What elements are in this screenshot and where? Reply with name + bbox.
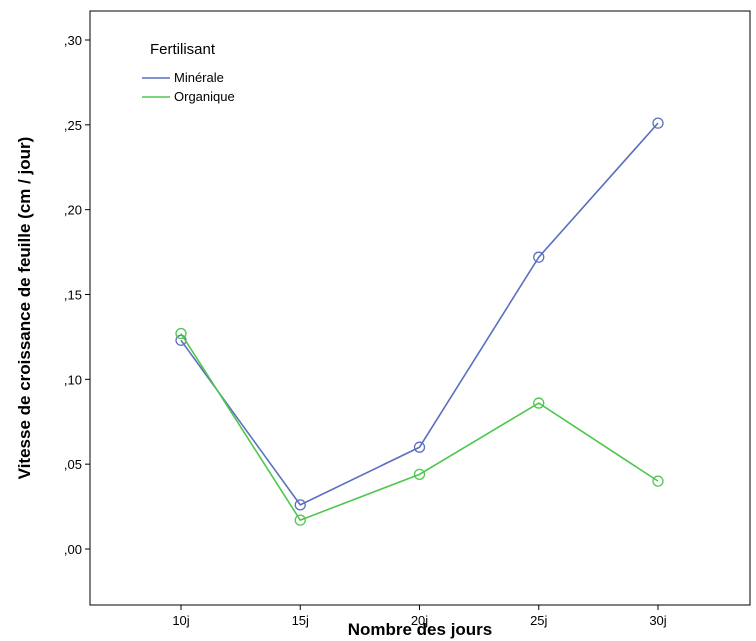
x-axis-title: Nombre des jours	[348, 620, 493, 639]
x-tick-label: 25j	[530, 613, 547, 628]
series-line-minerale	[180, 122, 659, 506]
data-point-organique	[533, 397, 545, 409]
series-layer	[175, 117, 664, 526]
x-tick-label: 20j	[411, 613, 428, 628]
y-tick-label: ,05	[64, 457, 82, 472]
x-tick-label: 30j	[649, 613, 666, 628]
data-point-minerale	[652, 117, 664, 129]
data-point-minerale	[294, 499, 306, 511]
y-tick-label: ,10	[64, 372, 82, 387]
legend-title: Fertilisant	[150, 41, 216, 58]
data-point-organique	[175, 327, 187, 340]
y-tick-label: ,15	[64, 288, 82, 303]
data-point-organique	[413, 468, 426, 480]
y-tick-label: ,20	[64, 203, 82, 218]
data-point-organique	[652, 475, 664, 487]
data-point-organique	[294, 514, 306, 526]
y-tick-label: ,25	[64, 118, 82, 133]
legend: Fertilisant Minérale Organique	[142, 41, 235, 104]
series-line-organique	[180, 333, 659, 522]
y-tick-label: ,00	[64, 542, 82, 557]
x-axis: 10j 15j 20j 25j 30j	[172, 605, 667, 628]
y-tick-label: ,30	[64, 33, 82, 48]
x-tick-label: 10j	[172, 613, 189, 628]
data-point-minerale	[413, 441, 426, 453]
y-axis-title: Vitesse de croissance de feuille (cm / j…	[15, 137, 34, 480]
legend-label-minerale: Minérale	[174, 70, 224, 85]
data-point-minerale	[533, 251, 545, 263]
x-tick-label: 15j	[292, 613, 309, 628]
legend-label-organique: Organique	[174, 89, 235, 104]
y-axis: ,00 ,05 ,10 ,15 ,20 ,25 ,30	[64, 33, 90, 557]
